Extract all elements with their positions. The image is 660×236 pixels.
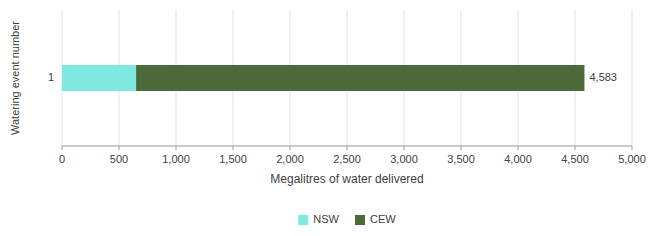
- tick-label: 2,000: [276, 153, 304, 165]
- grid-line: [632, 10, 633, 146]
- tick-label: 4,000: [504, 153, 532, 165]
- tick-label: 5,000: [618, 153, 646, 165]
- total-label: 4,583: [589, 71, 617, 83]
- legend-swatch: [355, 215, 365, 225]
- tick-label: 4,500: [561, 153, 589, 165]
- tick-label: 1,000: [162, 153, 190, 165]
- tick-label: 1,500: [219, 153, 247, 165]
- legend-item: NSW: [298, 213, 339, 225]
- x-axis-label: Megalitres of water delivered: [270, 172, 423, 186]
- bars: [62, 65, 584, 91]
- y-axis-label: Watering event number: [9, 21, 21, 135]
- x-axis-line: [62, 146, 632, 147]
- grid: [62, 10, 632, 146]
- tick-mark: [176, 146, 177, 150]
- category-label: 1: [48, 71, 54, 83]
- tick-label: 3,000: [390, 153, 418, 165]
- legend: NSW CEW: [298, 213, 396, 225]
- tick-mark: [62, 146, 63, 150]
- chart: 0 500 1,000 1,500 2,000 2,500 3,000 3,500 4,000 4…: [0, 0, 660, 236]
- bar-segment: [62, 65, 136, 91]
- legend-swatch: [298, 215, 308, 225]
- legend-item: CEW: [355, 213, 396, 225]
- tick-mark: [233, 146, 234, 150]
- tick-mark: [347, 146, 348, 150]
- tick-mark: [575, 146, 576, 150]
- x-ticks: 0 500 1,000 1,500 2,000 2,500 3,000 3,500 4,000 4…: [59, 146, 646, 165]
- legend-label: CEW: [370, 213, 396, 225]
- tick-label: 2,500: [333, 153, 361, 165]
- tick-mark: [404, 146, 405, 150]
- tick-label: 3,500: [447, 153, 475, 165]
- tick-mark: [518, 146, 519, 150]
- tick-mark: [632, 146, 633, 150]
- tick-label: 500: [110, 153, 128, 165]
- tick-mark: [119, 146, 120, 150]
- tick-mark: [461, 146, 462, 150]
- legend-label: NSW: [313, 213, 339, 225]
- bar-segment: [136, 65, 584, 91]
- tick-label: 0: [59, 153, 65, 165]
- tick-mark: [290, 146, 291, 150]
